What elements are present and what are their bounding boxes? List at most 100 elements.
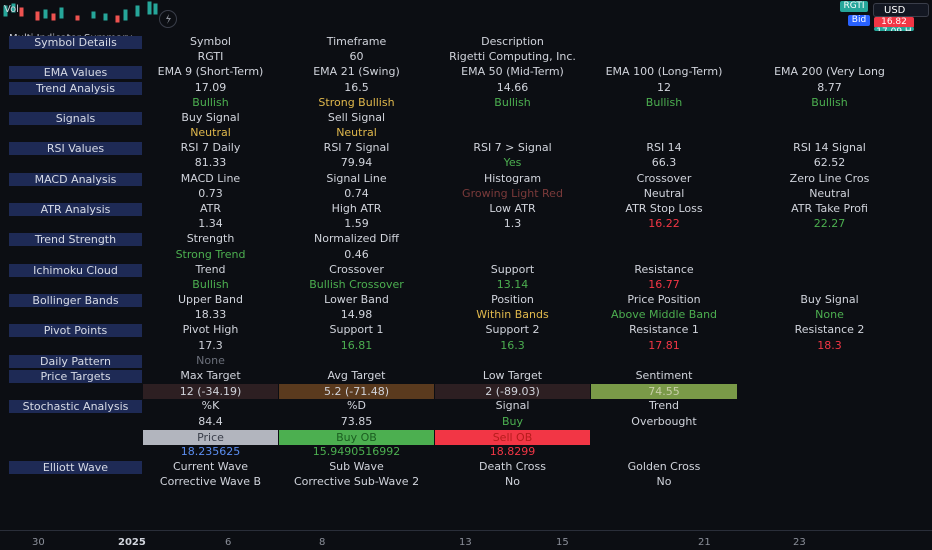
price-badge-high: 17.09 H [874, 27, 914, 31]
table-cell: Timeframe [326, 35, 387, 48]
table-cell: Current Wave [172, 460, 248, 473]
table-cell: Pivot High [182, 323, 239, 336]
table-cell: Low ATR [489, 202, 536, 215]
time-axis-tick: 15 [556, 537, 569, 548]
chart-top-area: Vol RGTI Bid USD 16.82 17.09 H [0, 0, 932, 31]
table-cell: 79.94 [340, 156, 373, 169]
table-cell: RSI 7 Signal [323, 141, 390, 154]
table-cell: 73.85 [340, 415, 373, 428]
table-cell: None [815, 308, 844, 321]
table-cell: Strength [186, 232, 235, 245]
table-cell: Death Cross [479, 460, 546, 473]
table-cell: 17.3 [198, 339, 223, 352]
table-cell: 84.4 [198, 415, 223, 428]
table-cell: MACD Line [180, 172, 241, 185]
row-label: ATR Analysis [9, 203, 142, 216]
row-label: MACD Analysis [9, 173, 142, 186]
table-cell: Sentiment [635, 369, 693, 382]
table-cell: 17.09 [194, 81, 227, 94]
table-cell: Crossover [329, 263, 384, 276]
table-cell: None [196, 354, 225, 367]
symbol-price-badge: RGTI [840, 1, 868, 12]
table-cell: %D [347, 399, 366, 412]
table-cell: Neutral [336, 126, 377, 139]
table-cell: Trend [648, 399, 680, 412]
time-axis-tick: 21 [698, 537, 711, 548]
table-cell: Bullish [494, 96, 531, 109]
table-cell: Sell Signal [327, 111, 386, 124]
time-axis-tick: 2025 [118, 537, 146, 548]
table-cell: Support 2 [485, 323, 540, 336]
table-cell: EMA 9 (Short-Term) [157, 65, 264, 78]
row-label: Pivot Points [9, 324, 142, 337]
price-badge-low: 16.82 [874, 17, 914, 28]
row-label: Stochastic Analysis [9, 400, 142, 413]
table-cell: Max Target [180, 369, 241, 382]
table-cell: Growing Light Red [462, 187, 563, 200]
table-cell: Buy Signal [800, 293, 859, 306]
table-cell: Trend [195, 263, 226, 276]
row-label: Price Targets [9, 370, 142, 383]
table-cell: Neutral [643, 187, 685, 200]
table-cell: 12 (-34.19) [143, 384, 278, 399]
table-cell: Upper Band [177, 293, 244, 306]
table-cell: Bullish [811, 96, 848, 109]
table-cell: Bullish Crossover [309, 278, 404, 291]
table-cell: Above Middle Band [610, 308, 718, 321]
table-cell: Buy Signal [181, 111, 240, 124]
currency-selector[interactable]: USD [873, 3, 929, 17]
table-cell: RSI 14 [646, 141, 682, 154]
table-cell: 17.81 [648, 339, 680, 352]
table-cell: Strong Trend [175, 248, 246, 261]
table-cell: 22.27 [813, 217, 846, 230]
table-cell: RSI 7 Daily [180, 141, 241, 154]
table-cell: EMA 100 (Long-Term) [605, 65, 723, 78]
table-cell: Bullish [192, 278, 229, 291]
table-cell: No [505, 475, 520, 488]
table-cell: Normalized Diff [314, 232, 399, 245]
table-cell: 16.5 [344, 81, 369, 94]
row-label: Ichimoku Cloud [9, 264, 142, 277]
table-cell: Strong Bullish [318, 96, 395, 109]
row-label: Daily Pattern [9, 355, 142, 368]
table-cell: EMA 21 (Swing) [313, 65, 400, 78]
row-label: Trend Strength [9, 233, 142, 246]
table-cell: EMA 200 (Very Long [774, 65, 885, 78]
table-cell: RSI 14 Signal [793, 141, 866, 154]
time-axis [0, 530, 932, 550]
table-cell: Overbought [631, 415, 697, 428]
table-cell: 0.74 [344, 187, 369, 200]
table-cell: Neutral [809, 187, 850, 200]
table-cell: 0.46 [344, 248, 369, 261]
table-cell: 16.77 [648, 278, 680, 291]
row-label: Bollinger Bands [9, 294, 142, 307]
table-cell: Bullish [645, 96, 683, 109]
time-axis-tick: 6 [225, 537, 232, 548]
time-axis-tick: 8 [319, 537, 326, 548]
table-cell: Signal [495, 399, 530, 412]
table-cell: 16.81 [340, 339, 373, 352]
table-cell: Resistance [634, 263, 694, 276]
table-cell: Corrective Wave B [159, 475, 262, 488]
time-axis-tick: 13 [459, 537, 472, 548]
volume-label: Vol [4, 4, 19, 15]
mini-candles [3, 1, 158, 23]
table-cell: 62.52 [813, 156, 846, 169]
table-cell: %K [201, 399, 220, 412]
table-cell: ATR Stop Loss [625, 202, 703, 215]
table-cell: 18.3 [817, 339, 842, 352]
table-cell: RGTI [197, 50, 224, 63]
table-cell: 18.8299 [489, 445, 536, 458]
table-cell: Histogram [483, 172, 542, 185]
table-cell: 0.73 [198, 187, 223, 200]
table-cell: Position [491, 293, 534, 306]
table-cell: 1.3 [503, 217, 522, 230]
table-cell: 5.2 (-71.48) [279, 384, 434, 399]
table-cell: 14.98 [340, 308, 373, 321]
table-cell: Price Position [627, 293, 701, 306]
table-cell: 15.9490516992 [312, 445, 401, 458]
table-cell: Signal Line [326, 172, 387, 185]
table-cell: High ATR [331, 202, 382, 215]
replay-icon[interactable] [159, 10, 177, 28]
table-cell: Yes [503, 156, 522, 169]
